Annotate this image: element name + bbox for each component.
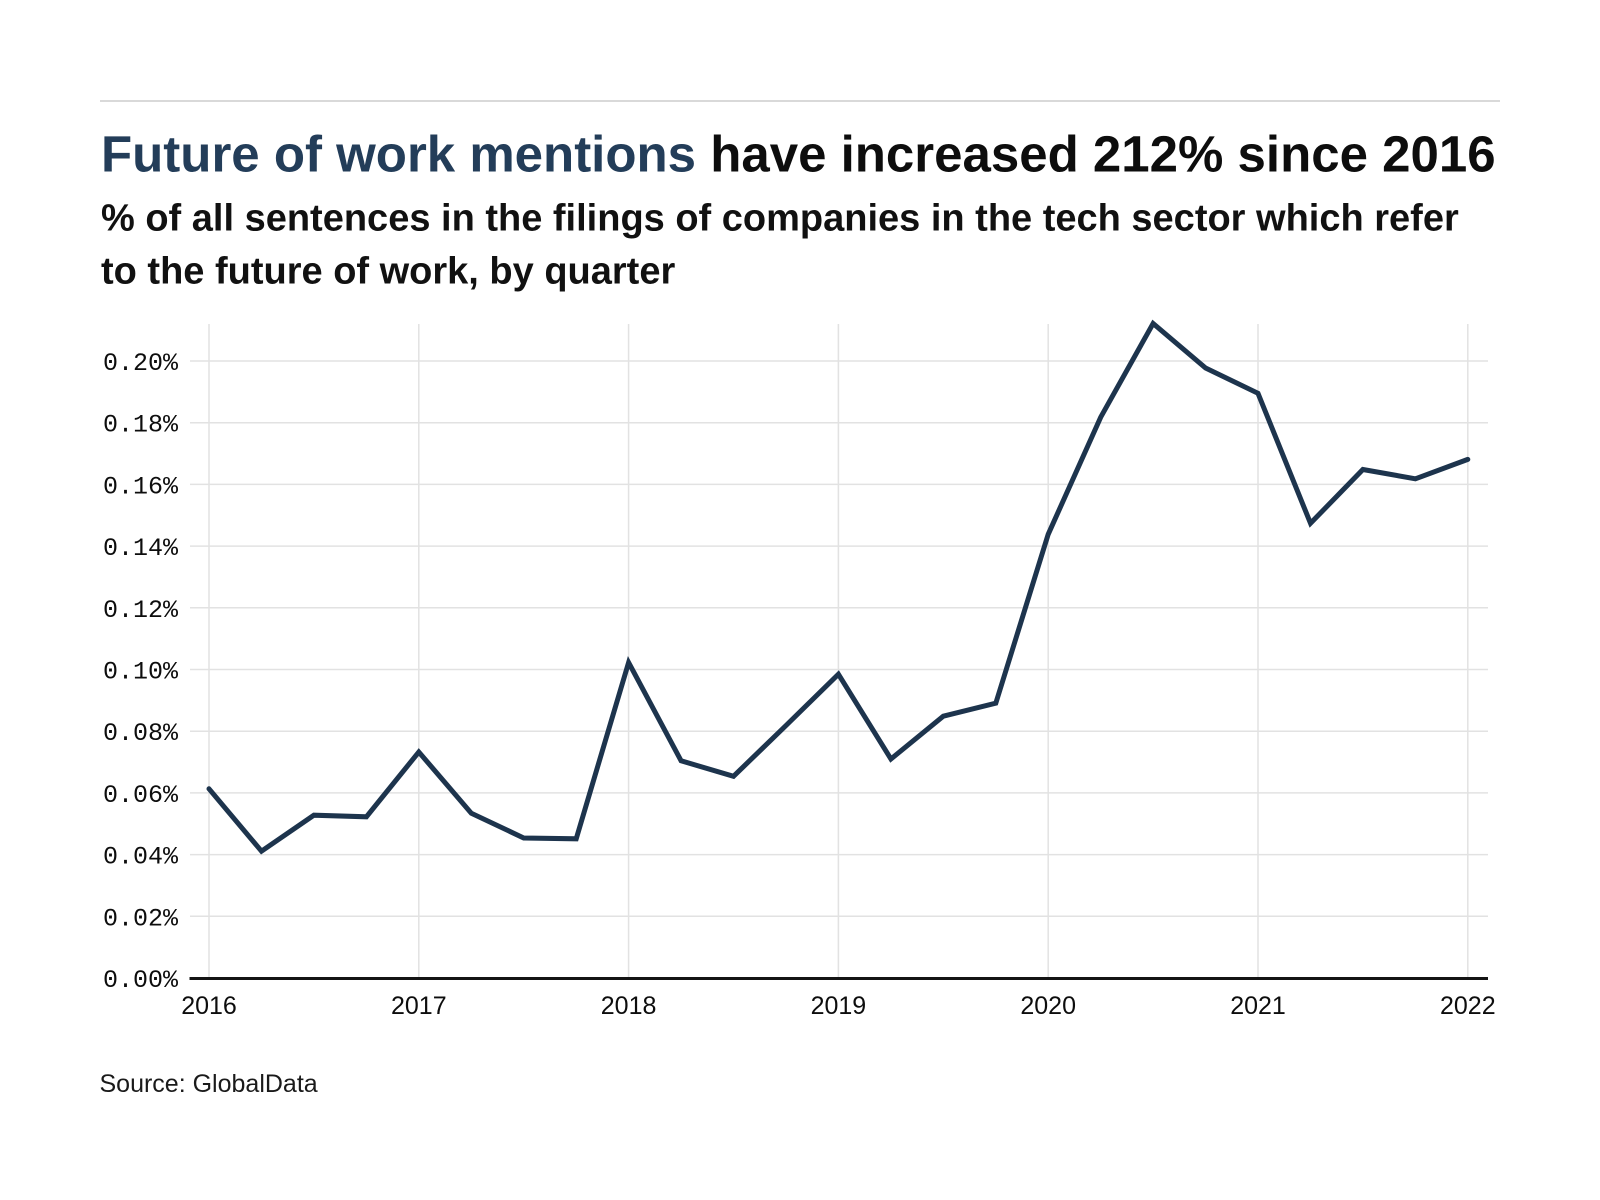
svg-text:to the future of work, by quar: to the future of work, by quarter xyxy=(101,251,675,293)
svg-text:2018: 2018 xyxy=(601,992,657,1020)
svg-text:0.00%: 0.00% xyxy=(103,966,179,995)
svg-text:Source: GlobalData: Source: GlobalData xyxy=(100,1070,318,1098)
svg-text:0.02%: 0.02% xyxy=(103,904,179,933)
svg-text:% of all sentences in the fili: % of all sentences in the filings of com… xyxy=(101,198,1459,240)
svg-text:2016: 2016 xyxy=(181,992,237,1020)
svg-text:0.08%: 0.08% xyxy=(103,719,179,748)
svg-text:2021: 2021 xyxy=(1230,992,1286,1020)
svg-text:0.10%: 0.10% xyxy=(103,658,179,687)
svg-text:2019: 2019 xyxy=(811,992,867,1020)
svg-text:2017: 2017 xyxy=(391,992,447,1020)
svg-text:0.12%: 0.12% xyxy=(103,596,179,625)
svg-text:0.18%: 0.18% xyxy=(103,411,179,440)
svg-text:0.14%: 0.14% xyxy=(103,534,179,563)
svg-text:0.04%: 0.04% xyxy=(103,843,179,872)
svg-text:0.06%: 0.06% xyxy=(103,781,179,810)
svg-text:2022: 2022 xyxy=(1440,992,1496,1020)
svg-text:0.20%: 0.20% xyxy=(103,349,179,378)
svg-text:0.16%: 0.16% xyxy=(103,472,179,501)
svg-text:Future of work mentions have i: Future of work mentions have increased 2… xyxy=(101,126,1496,183)
svg-text:2020: 2020 xyxy=(1020,992,1076,1020)
